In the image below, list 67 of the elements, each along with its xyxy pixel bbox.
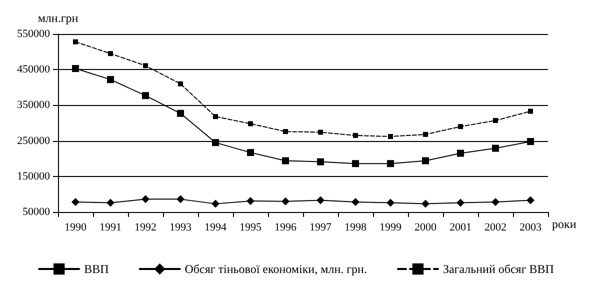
x-axis-title: роки: [552, 217, 577, 231]
y-tick-label: 50000: [22, 206, 50, 218]
point: [248, 121, 253, 126]
y-tick-label: 350000: [17, 99, 50, 112]
point: [316, 196, 324, 204]
point: [176, 195, 184, 204]
point: [177, 110, 184, 117]
x-tick-label: 1996: [274, 222, 297, 234]
point: [423, 132, 428, 137]
point: [352, 198, 360, 206]
x-tick-label: 1990: [64, 222, 87, 234]
point: [318, 130, 323, 135]
point: [386, 198, 394, 207]
point: [527, 138, 534, 146]
point: [108, 51, 113, 56]
point: [526, 196, 534, 204]
point: [213, 114, 218, 120]
y-tick-label: 250000: [17, 134, 50, 147]
y-tick-label: 150000: [17, 170, 50, 182]
x-tick-label: 1998: [344, 222, 367, 234]
point: [422, 157, 429, 164]
point: [387, 160, 394, 168]
point: [247, 149, 254, 156]
point: [457, 150, 464, 157]
point: [72, 65, 79, 72]
point: [212, 200, 220, 208]
point: [352, 160, 359, 168]
point: [282, 157, 289, 164]
point: [492, 198, 500, 206]
point: [143, 63, 148, 68]
point: [317, 158, 324, 166]
x-tick-label: 1991: [100, 222, 122, 234]
point: [178, 81, 183, 86]
x-tick-label: 1999: [380, 222, 402, 234]
y-tick-label: 450000: [17, 64, 50, 76]
point: [422, 200, 430, 208]
y-axis-title: млн.грн: [38, 11, 79, 25]
point: [528, 108, 533, 114]
x-tick-label: 1992: [134, 222, 156, 234]
point: [456, 198, 464, 207]
x-tick-label: 1993: [170, 222, 192, 234]
point: [142, 92, 149, 100]
point: [73, 39, 78, 44]
point: [283, 129, 288, 134]
x-tick-label: 1997: [310, 222, 332, 234]
legend-label: Обсяг тіньової економіки, млн. грн.: [184, 262, 367, 276]
point: [72, 198, 80, 206]
y-tick-label: 550000: [17, 28, 50, 40]
point: [493, 118, 498, 124]
x-tick-label: 2002: [484, 222, 506, 234]
legend-label: ВВП: [84, 262, 110, 276]
x-tick-label: 2003: [520, 222, 542, 234]
point: [492, 144, 499, 152]
x-tick-label: 2000: [414, 222, 437, 234]
point: [246, 196, 254, 205]
point: [388, 134, 393, 140]
point: [458, 124, 463, 130]
point: [353, 132, 358, 138]
x-tick-label: 1995: [240, 222, 262, 234]
point: [282, 197, 290, 206]
point: [107, 76, 114, 84]
point: [212, 139, 219, 146]
legend-label: Загальний обсяг ВВП: [442, 262, 554, 276]
point: [142, 195, 150, 204]
point: [106, 198, 114, 207]
x-tick-label: 1994: [204, 222, 227, 234]
x-tick-label: 2001: [450, 222, 472, 234]
